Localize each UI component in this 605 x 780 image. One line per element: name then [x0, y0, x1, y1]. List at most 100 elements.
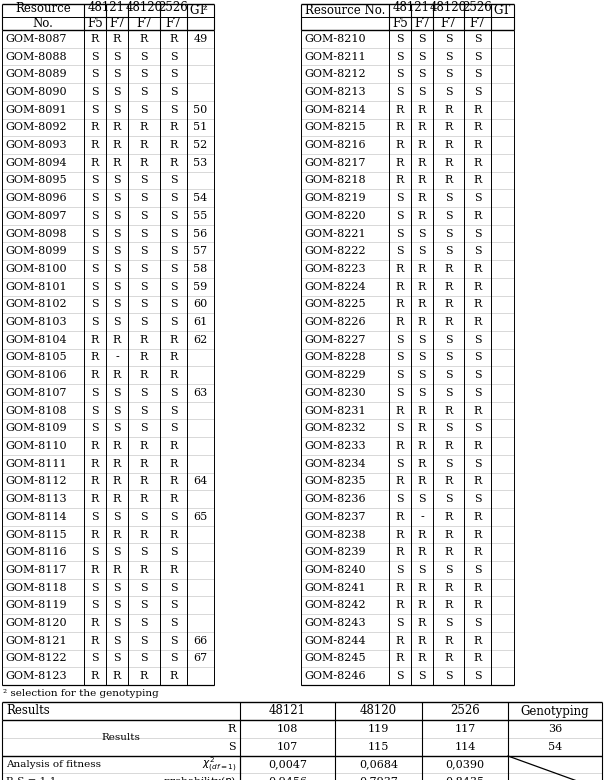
Text: S: S	[169, 388, 177, 398]
Text: GOM-8242: GOM-8242	[304, 601, 365, 610]
Text: R: R	[473, 406, 482, 416]
Text: GOM-8118: GOM-8118	[5, 583, 67, 593]
Text: GOM-8089: GOM-8089	[5, 69, 67, 80]
Text: GOM-8095: GOM-8095	[5, 176, 67, 186]
Text: R: R	[418, 300, 426, 310]
Text: S: S	[396, 229, 404, 239]
Text: S: S	[113, 282, 121, 292]
Text: R: R	[418, 211, 426, 221]
Text: S: S	[113, 211, 121, 221]
Text: S: S	[445, 51, 453, 62]
Text: 59: 59	[194, 282, 208, 292]
Text: 49: 49	[194, 34, 208, 44]
Text: S: S	[113, 583, 121, 593]
Text: S: S	[169, 176, 177, 186]
Text: R: R	[91, 671, 99, 681]
Text: GOM-8113: GOM-8113	[5, 494, 67, 504]
Text: S: S	[445, 353, 453, 363]
Text: 119: 119	[368, 724, 389, 734]
Text: R: R	[140, 140, 148, 150]
Text: S: S	[396, 370, 404, 380]
Text: S: S	[140, 211, 148, 221]
Text: S: S	[140, 583, 148, 593]
Text: R: R	[396, 122, 404, 133]
Text: R: R	[418, 583, 426, 593]
Text: S: S	[474, 34, 482, 44]
Text: R: R	[140, 335, 148, 345]
Text: S: S	[91, 105, 99, 115]
Text: R: R	[91, 335, 99, 345]
Text: S: S	[113, 229, 121, 239]
Text: R: R	[169, 459, 178, 469]
Text: R: R	[91, 370, 99, 380]
Text: S: S	[140, 317, 148, 327]
Text: S: S	[418, 671, 426, 681]
Text: S: S	[474, 353, 482, 363]
Text: GOM-8240: GOM-8240	[304, 565, 365, 575]
Text: S: S	[418, 229, 426, 239]
Text: GOM-8112: GOM-8112	[5, 477, 67, 487]
Text: -: -	[115, 353, 119, 363]
Text: S: S	[140, 512, 148, 522]
Text: R: R	[140, 671, 148, 681]
Text: 64: 64	[194, 477, 208, 487]
Text: GOM-8099: GOM-8099	[5, 246, 67, 257]
Text: R: R	[91, 477, 99, 487]
Text: R: R	[445, 140, 453, 150]
Text: GOM-8122: GOM-8122	[5, 654, 67, 664]
Text: S: S	[445, 193, 453, 203]
Text: R: R	[396, 512, 404, 522]
Text: GOM-8233: GOM-8233	[304, 441, 365, 451]
Text: S: S	[445, 565, 453, 575]
Text: R: R	[91, 158, 99, 168]
Text: R: R	[169, 34, 178, 44]
Text: R: R	[113, 671, 121, 681]
Text: S: S	[91, 583, 99, 593]
Text: S: S	[91, 300, 99, 310]
Text: GOM-8116: GOM-8116	[5, 548, 67, 557]
Text: R: R	[227, 724, 236, 734]
Text: ² selection for the genotyping: ² selection for the genotyping	[3, 689, 159, 698]
Text: S: S	[113, 654, 121, 664]
Text: R: R	[169, 353, 178, 363]
Text: F7: F7	[440, 17, 456, 30]
Text: GOM-8218: GOM-8218	[304, 176, 365, 186]
Text: GOM-8117: GOM-8117	[5, 565, 67, 575]
Text: S: S	[140, 388, 148, 398]
Text: S: S	[445, 388, 453, 398]
Text: R: R	[473, 105, 482, 115]
Text: R: R	[91, 34, 99, 44]
Text: 48121: 48121	[88, 1, 125, 14]
Text: S: S	[474, 335, 482, 345]
Text: 0,9456: 0,9456	[268, 777, 307, 780]
Text: GOM-8226: GOM-8226	[304, 317, 365, 327]
Text: S: S	[418, 87, 426, 97]
Text: S: S	[169, 246, 177, 257]
Text: S: S	[169, 636, 177, 646]
Text: 36: 36	[548, 724, 562, 734]
Text: R: R	[169, 494, 178, 504]
Text: GOM-8100: GOM-8100	[5, 264, 67, 274]
Text: S: S	[169, 406, 177, 416]
Text: S: S	[140, 406, 148, 416]
Text: R: R	[396, 158, 404, 168]
Text: 65: 65	[194, 512, 208, 522]
Text: GOM-8212: GOM-8212	[304, 69, 365, 80]
Text: R: R	[445, 317, 453, 327]
Text: GOM-8111: GOM-8111	[5, 459, 67, 469]
Text: R: R	[473, 654, 482, 664]
Text: S: S	[113, 601, 121, 610]
Text: No.: No.	[33, 17, 53, 30]
Text: GOM-8107: GOM-8107	[5, 388, 67, 398]
Text: S: S	[169, 618, 177, 628]
Text: S: S	[474, 424, 482, 434]
Text: S: S	[474, 618, 482, 628]
Text: R: R	[396, 317, 404, 327]
Text: R: R	[396, 300, 404, 310]
Text: S: S	[396, 565, 404, 575]
Text: S: S	[113, 193, 121, 203]
Text: S: S	[140, 282, 148, 292]
Text: 53: 53	[194, 158, 208, 168]
Text: R: R	[445, 654, 453, 664]
Text: S: S	[169, 583, 177, 593]
